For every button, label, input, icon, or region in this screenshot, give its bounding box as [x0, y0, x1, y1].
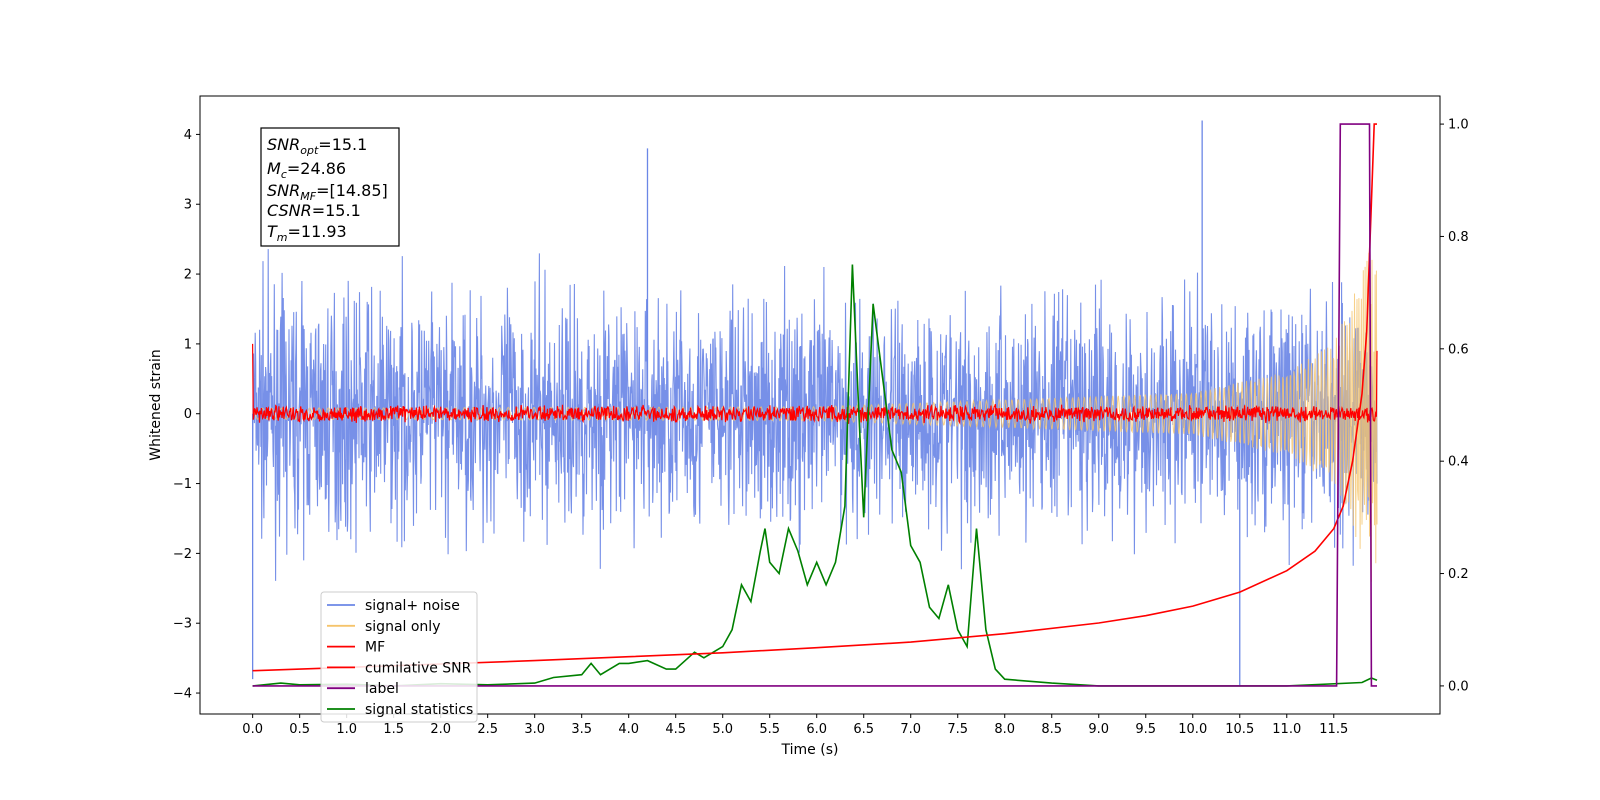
x-tick-label: 4.5: [665, 722, 686, 737]
legend-label: MF: [365, 640, 385, 656]
x-tick-label: 3.5: [571, 722, 592, 737]
x-tick-label: 5.5: [759, 722, 780, 737]
x-tick-label: 7.0: [900, 722, 921, 737]
x-tick-label: 6.5: [853, 722, 874, 737]
annotation-chirp-mass: Mc=24.86: [267, 159, 346, 181]
y-right-tick-label: 0.0: [1448, 679, 1469, 694]
legend: signal+ noise signal only MF cumilative SNR…: [320, 591, 478, 723]
annotation-merger-time: Tm=11.93: [267, 222, 347, 244]
stats-annotation-box: SNRopt=15.1 Mc=24.86 SNRMF=[14.85] CSNR=…: [260, 127, 400, 247]
x-tick-label: 11.5: [1319, 722, 1348, 737]
x-tick-label: 1.0: [336, 722, 357, 737]
series-cumulative-snr-line: [252, 123, 1377, 672]
axes-frame: [199, 95, 1441, 715]
series-label-line: [252, 123, 1377, 687]
legend-label: signal+ noise: [365, 598, 460, 614]
x-tick-label: 10.0: [1178, 722, 1207, 737]
x-tick-label: 9.0: [1088, 722, 1109, 737]
x-tick-label: 0.5: [289, 722, 310, 737]
x-tick-label: 8.0: [994, 722, 1015, 737]
annotation-snr-mf: SNRMF=[14.85]: [267, 181, 388, 203]
y-right-tick-label: 0.8: [1448, 230, 1469, 245]
x-tick-label: 4.0: [618, 722, 639, 737]
x-tick-label: 7.5: [947, 722, 968, 737]
x-axis-label: Time (s): [781, 742, 839, 758]
x-tick-label: 10.5: [1225, 722, 1254, 737]
x-tick-label: 11.0: [1272, 722, 1301, 737]
y-axis-label: Whitened strain: [148, 349, 164, 460]
y-left-tick-label: 0: [184, 407, 192, 422]
y-left-tick-label: −3: [173, 617, 192, 632]
annotation-snr-opt: SNRopt=15.1: [267, 135, 367, 157]
y-left-tick-label: 2: [184, 268, 192, 283]
legend-label: cumilative SNR: [365, 660, 472, 676]
x-tick-label: 8.5: [1041, 722, 1062, 737]
y-right-tick-label: 0.2: [1448, 567, 1469, 582]
x-tick-label: 2.0: [430, 722, 451, 737]
y-left-tick-label: 3: [184, 198, 192, 213]
y-right-tick-label: 0.4: [1448, 455, 1469, 470]
x-tick-label: 1.5: [383, 722, 404, 737]
y-right-tick-label: 1.0: [1448, 118, 1469, 133]
legend-label: label: [365, 681, 399, 697]
legend-frame: [320, 591, 478, 723]
x-tick-label: 0.0: [242, 722, 263, 737]
x-tick-label: 9.5: [1135, 722, 1156, 737]
annotation-frame: [260, 127, 400, 247]
y-left-tick-label: 4: [184, 128, 192, 143]
tick-marks-and-labels: 0.0 0.5 1.0 1.5 2.0 2.5 3.0 3.5 4.0 4.5 5.0 5.5 6.0 6…: [173, 118, 1469, 737]
annotation-csnr: CSNR=15.1: [267, 201, 361, 220]
x-tick-label: 2.5: [477, 722, 498, 737]
series-mf-line: [252, 343, 1378, 425]
legend-label: signal only: [365, 619, 440, 635]
y-left-tick-label: −1: [173, 477, 192, 492]
y-left-tick-label: 1: [184, 337, 192, 352]
y-right-tick-label: 0.6: [1448, 342, 1469, 357]
x-tick-label: 3.0: [524, 722, 545, 737]
x-tick-label: 5.0: [712, 722, 733, 737]
series-signal-statistics-line: [252, 264, 1378, 687]
y-left-tick-label: −2: [173, 547, 192, 562]
plot-area: [251, 120, 1378, 687]
y-left-tick-label: −4: [173, 687, 192, 702]
x-tick-label: 6.0: [806, 722, 827, 737]
legend-label: signal statistics: [365, 702, 473, 718]
